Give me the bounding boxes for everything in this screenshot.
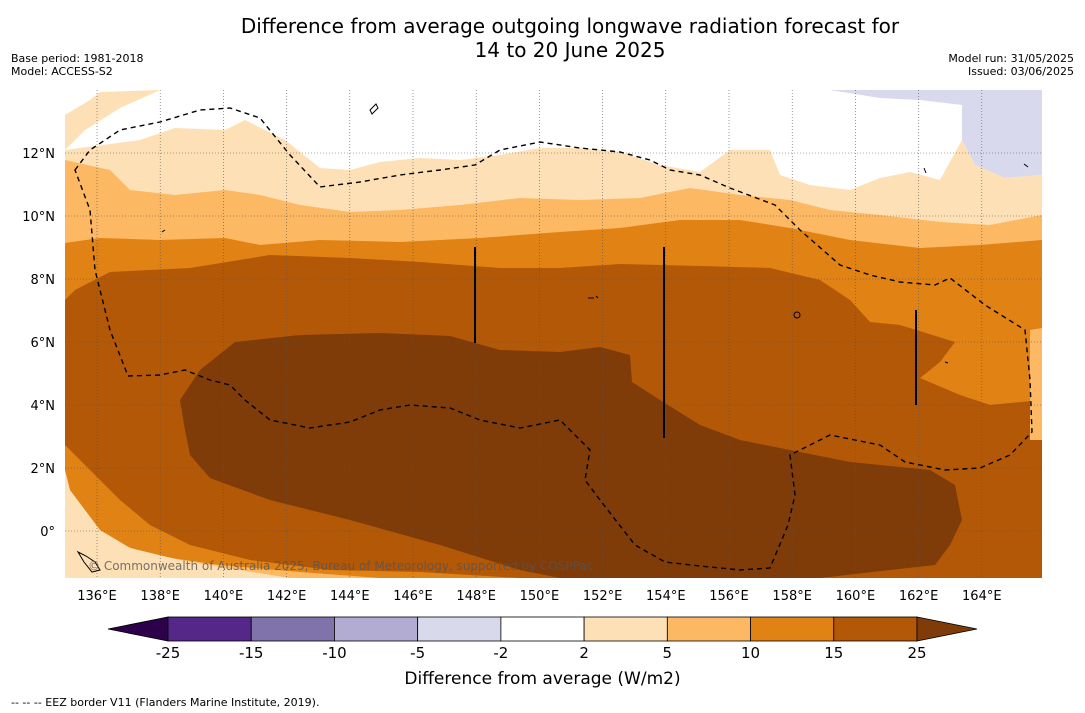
colorbar-extend-low [107,616,169,642]
colorbar-tick-label: 10 [741,644,760,662]
islands [76,103,1029,573]
colorbar-segment [833,616,918,642]
meta-right: Model run: 31/05/2025 Issued: 03/06/2025 [948,52,1074,78]
colorbar-segment [167,616,252,642]
lon-labels: 136°E 138°E 140°E 142°E 144°E 146°E 148°E 150°E… [77,589,1001,604]
colorbar-tick-label: -2 [493,644,508,662]
eez-legend-note: -- -- -- EEZ border V11 (Flanders Marine… [11,696,320,709]
colorbar-tick-label: -5 [410,644,425,662]
map-plot: © Commonwealth of Australia 2025, Bureau… [65,90,1042,578]
colorbar-tick-label: 25 [907,644,926,662]
colorbar-tick-label: -15 [239,644,264,662]
title-line-1: Difference from average outgoing longwav… [240,14,900,38]
lat-label: 4°N [31,399,56,414]
fill-neg5 [830,90,1042,178]
lat-label: 12°N [22,147,55,162]
model-text: Model: ACCESS-S2 [11,65,113,78]
colorbar-title: Difference from average (W/m2) [404,669,681,689]
lat-labels: 12°N 10°N 8°N 6°N 4°N 2°N 0° [22,147,55,540]
lat-label: 6°N [31,336,56,351]
title-line-2: 14 to 20 June 2025 [474,38,666,62]
colorbar-segment [417,616,502,642]
lon-label: 164°E [962,589,1002,604]
colorbar-tick-label: 15 [824,644,843,662]
model-run-text: Model run: 31/05/2025 [948,52,1074,65]
lon-label: 152°E [583,589,623,604]
issued-text: Issued: 03/06/2025 [967,65,1074,78]
colorbar-segment [500,616,585,642]
colorbar: -25 -15 -10 -5 -2 2 5 10 15 25 [107,616,978,662]
copyright-text: © Commonwealth of Australia 2025, Bureau… [88,559,593,573]
lon-label: 158°E [772,589,812,604]
lon-label: 144°E [330,589,370,604]
lat-label: 10°N [22,210,55,225]
fill-pos25 [180,333,962,578]
lon-label: 154°E [646,589,686,604]
fill-pos2-sw [65,470,290,578]
lon-label: 146°E [393,589,433,604]
lat-label: 2°N [31,462,56,477]
colorbar-tick-label: -10 [322,644,347,662]
colorbar-segment [334,616,419,642]
map-title: Difference from average outgoing longwav… [0,14,1085,62]
colorbar-segment [583,616,668,642]
lon-label: 138°E [140,589,180,604]
colorbar-segment [250,616,335,642]
lat-label: 8°N [31,273,56,288]
fill-pos5-e [1030,328,1042,440]
lat-label: 0° [40,525,55,540]
colorbar-segment [666,616,751,642]
lon-label: 150°E [520,589,560,604]
lon-label: 156°E [709,589,749,604]
colorbar-extend-high [916,616,978,642]
lon-label: 136°E [77,589,117,604]
colorbar-segment [750,616,835,642]
fill-pos10-sw [65,445,520,578]
lon-label: 148°E [456,589,496,604]
colorbar-tick-label: 2 [579,644,589,662]
lon-label: 162°E [899,589,939,604]
eez-border [74,107,1033,571]
colorbar-tick-label: 5 [663,644,673,662]
lon-label: 142°E [267,589,307,604]
lon-label: 160°E [836,589,876,604]
gridlines [65,90,1042,578]
lon-label: 140°E [204,589,244,604]
colorbar-tick-label: -25 [156,644,181,662]
base-period-text: Base period: 1981-2018 [11,52,144,65]
meta-left: Base period: 1981-2018 Model: ACCESS-S2 [11,52,143,78]
